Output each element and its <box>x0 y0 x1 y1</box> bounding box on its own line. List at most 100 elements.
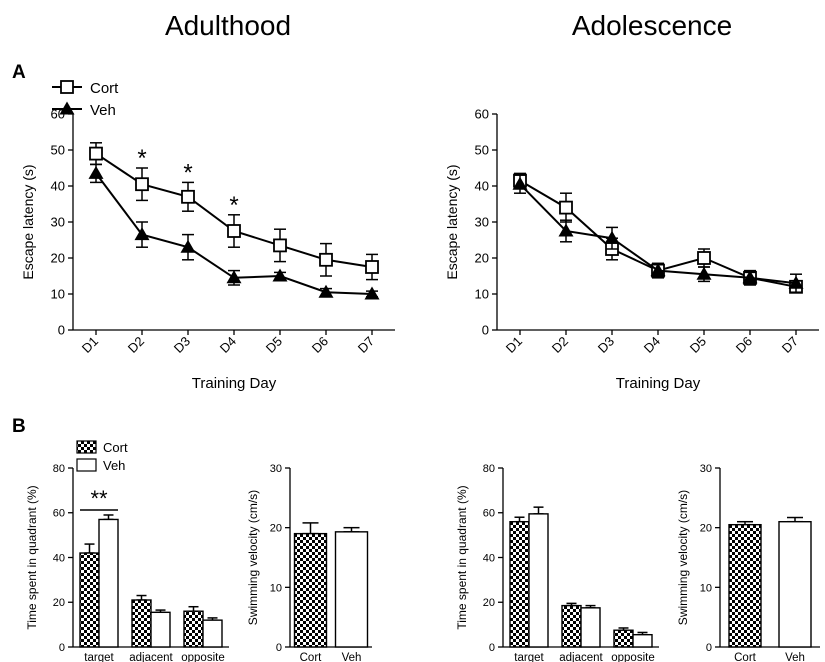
latency-chart-adulthood-ylabel: Escape latency (s) <box>20 164 36 279</box>
latency-chart-adolescence-xtick-label: D5 <box>687 334 709 356</box>
latency-chart-adolescence-ytick-label: 10 <box>475 287 489 302</box>
latency-chart-adolescence-ytick-label: 0 <box>482 323 489 338</box>
latency-chart-adulthood-ytick-label: 60 <box>51 107 65 122</box>
latency-chart-adulthood-veh-point <box>134 227 150 241</box>
latency-chart-adulthood-veh-point <box>272 268 288 282</box>
latency-chart-adulthood-ytick-label: 30 <box>51 215 65 230</box>
latency-chart-adulthood-cort-point <box>227 224 241 238</box>
latency-chart-adulthood-xtick-label: D3 <box>171 334 193 356</box>
velocity-chart-adolescence-bar-cort <box>728 523 762 648</box>
velocity-chart-adolescence-bar-veh <box>778 521 812 648</box>
latency-chart-adulthood-xtick-label: D6 <box>309 334 331 356</box>
quadrant-chart-adulthood-xtick-label: opposite <box>181 652 224 662</box>
latency-chart-adolescence-xtick-label: D3 <box>595 334 617 356</box>
latency-chart-adulthood-cort-point <box>89 146 103 161</box>
quadrant-chart-adulthood-cort-bar <box>79 552 100 648</box>
quadrant-chart-adolescence-cort-bar <box>613 629 634 648</box>
latency-chart-adulthood-veh-point <box>88 165 104 179</box>
velocity-chart-adolescence-ytick-label: 30 <box>700 463 712 475</box>
latency-chart-adolescence-veh-point <box>558 223 574 237</box>
quadrant-chart-adolescence-ytick-label: 20 <box>483 597 495 609</box>
velocity-chart-adolescence-xtick-label: Cort <box>734 652 757 662</box>
velocity-chart-adolescence: 0 10 20 30 Swimming velocity (cm/s) Cort Veh <box>676 463 820 662</box>
latency-chart-adulthood-ytick-label: 40 <box>51 179 65 194</box>
quadrant-chart-adulthood-ytick-label: 80 <box>53 463 65 475</box>
latency-chart-adulthood-significance-mark: * <box>183 159 192 186</box>
quadrant-chart-adolescence-veh-bar <box>580 607 601 648</box>
quadrant-chart-adulthood-legend-cort-swatch <box>76 440 97 454</box>
latency-chart-adulthood-ytick-label: 10 <box>51 287 65 302</box>
quadrant-chart-adulthood-ylabel: Time spent in quadrant (%) <box>25 485 39 629</box>
latency-chart-adolescence-veh-point <box>604 230 620 244</box>
velocity-chart-adulthood-xtick-label: Veh <box>342 652 362 662</box>
quadrant-chart-adulthood-legend-veh-swatch <box>76 458 97 472</box>
panel-label-b: B <box>12 416 26 437</box>
quadrant-chart-adolescence-veh-bar <box>528 513 549 648</box>
latency-chart-adolescence-veh-point <box>512 176 528 190</box>
quadrant-chart-adulthood-xtick-label: adjacent <box>129 652 173 662</box>
latency-chart-adulthood-legend-veh-marker <box>59 101 75 115</box>
quadrant-chart-adolescence-xtick-label: target <box>514 652 544 662</box>
quadrant-chart-adulthood-veh-bar <box>150 611 171 648</box>
quadrant-chart-adulthood-veh-bar <box>98 518 119 648</box>
latency-chart-adolescence-veh-point <box>788 275 804 289</box>
latency-chart-adolescence-ytick-label: 30 <box>475 215 489 230</box>
velocity-chart-adulthood-ytick-label: 10 <box>270 582 282 594</box>
latency-chart-adulthood-xtick-label: D5 <box>263 334 285 356</box>
velocity-chart-adulthood: 0 10 20 30 Swimming velocity (cm/s) Cort Veh <box>246 463 372 662</box>
latency-chart-adulthood: 0 10 20 30 40 50 60 Escape latency (s) D1 D2 D3 D4 D… <box>20 80 395 392</box>
quadrant-chart-adolescence-ytick-label: 40 <box>483 552 495 564</box>
quadrant-chart-adulthood-ytick-label: 40 <box>53 552 65 564</box>
latency-chart-adolescence-xtick-label: D6 <box>733 334 755 356</box>
latency-chart-adolescence-xtick-label: D4 <box>641 334 663 356</box>
latency-chart-adolescence-xtick-label: D2 <box>549 334 571 356</box>
quadrant-chart-adulthood-xtick-label: target <box>84 652 114 662</box>
latency-chart-adulthood-ytick-label: 50 <box>51 143 65 158</box>
latency-chart-adulthood-cort-point <box>273 238 287 253</box>
latency-chart-adulthood-veh-point <box>364 286 380 300</box>
latency-chart-adulthood-ytick-label: 0 <box>58 323 65 338</box>
velocity-chart-adolescence-ytick-label: 10 <box>700 582 712 594</box>
heading-adulthood: Adulthood <box>165 10 291 41</box>
latency-chart-adolescence-veh-point <box>650 263 666 277</box>
velocity-chart-adulthood-xtick-label: Cort <box>300 652 323 662</box>
quadrant-chart-adolescence-ytick-label: 80 <box>483 463 495 475</box>
velocity-chart-adolescence-ytick-label: 0 <box>706 642 712 654</box>
quadrant-chart-adolescence-ytick-label: 0 <box>489 642 495 654</box>
latency-chart-adolescence-xtick-label: D7 <box>779 334 801 356</box>
latency-chart-adolescence-ylabel: Escape latency (s) <box>444 164 460 279</box>
latency-chart-adulthood-cort-point <box>319 252 333 267</box>
quadrant-chart-adolescence-xtick-label: adjacent <box>559 652 603 662</box>
latency-chart-adulthood-cort-point <box>181 189 195 204</box>
latency-chart-adulthood-cort-point <box>135 177 149 192</box>
latency-chart-adulthood-significance-mark: * <box>137 145 146 172</box>
latency-chart-adolescence-ytick-label: 50 <box>475 143 489 158</box>
quadrant-chart-adolescence-ylabel: Time spent in quadrant (%) <box>455 485 469 629</box>
velocity-chart-adulthood-bar-cort <box>293 532 328 648</box>
latency-chart-adulthood-xtick-label: D1 <box>79 334 101 356</box>
latency-chart-adolescence-xlabel: Training Day <box>616 375 701 392</box>
latency-chart-adolescence-cort-point <box>697 251 711 265</box>
velocity-chart-adulthood-ytick-label: 20 <box>270 523 282 535</box>
panel-label-a: A <box>12 62 26 83</box>
quadrant-chart-adulthood-legend-veh-label: Veh <box>103 458 125 473</box>
latency-chart-adolescence-ytick-label: 40 <box>475 179 489 194</box>
latency-chart-adulthood-legend-veh-label: Veh <box>90 102 116 119</box>
velocity-chart-adolescence-ylabel: Swimming velocity (cm/s) <box>676 490 690 625</box>
quadrant-chart-adulthood: 0 20 40 60 80 Time spent in quadrant (%) targe… <box>25 440 229 662</box>
latency-chart-adolescence-ytick-label: 20 <box>475 251 489 266</box>
latency-chart-adulthood-legend-cort-label: Cort <box>90 80 119 97</box>
velocity-chart-adulthood-ytick-label: 30 <box>270 463 282 475</box>
velocity-chart-adolescence-ytick-label: 20 <box>700 523 712 535</box>
quadrant-chart-adolescence-cort-bar <box>561 604 582 648</box>
latency-chart-adulthood-legend-cort-marker <box>60 80 74 94</box>
quadrant-chart-adulthood-veh-bar <box>202 619 223 648</box>
latency-chart-adolescence-veh-point <box>696 266 712 280</box>
velocity-chart-adulthood-ytick-label: 0 <box>276 642 282 654</box>
latency-chart-adulthood-xtick-label: D7 <box>355 334 377 356</box>
latency-chart-adulthood-veh-point <box>226 270 242 284</box>
quadrant-chart-adulthood-cort-bar <box>183 610 204 648</box>
latency-chart-adolescence-cort-point <box>559 200 573 215</box>
latency-chart-adulthood-xtick-label: D4 <box>217 334 239 356</box>
